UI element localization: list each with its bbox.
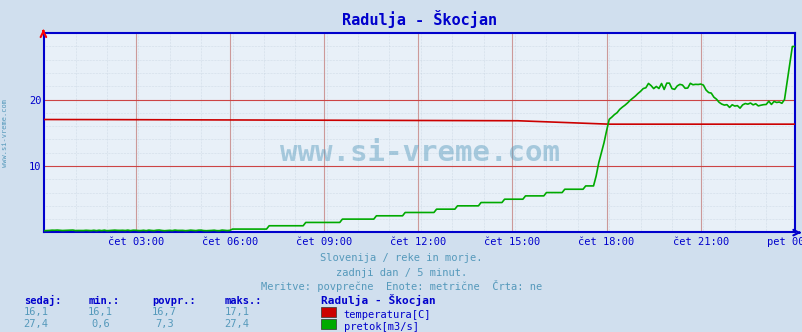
Text: www.si-vreme.com: www.si-vreme.com	[279, 139, 559, 167]
Text: Slovenija / reke in morje.: Slovenija / reke in morje.	[320, 253, 482, 263]
Text: 27,4: 27,4	[224, 319, 249, 329]
Text: 16,1: 16,1	[23, 307, 49, 317]
Text: min.:: min.:	[88, 296, 119, 306]
Text: 0,6: 0,6	[91, 319, 110, 329]
Text: pretok[m3/s]: pretok[m3/s]	[343, 322, 418, 332]
Text: maks.:: maks.:	[225, 296, 262, 306]
Text: temperatura[C]: temperatura[C]	[343, 310, 431, 320]
Text: sedaj:: sedaj:	[24, 295, 62, 306]
Text: 17,1: 17,1	[224, 307, 249, 317]
Title: Radulja - Škocjan: Radulja - Škocjan	[342, 10, 496, 28]
Text: 7,3: 7,3	[155, 319, 174, 329]
Text: Radulja - Škocjan: Radulja - Škocjan	[321, 294, 435, 306]
Text: zadnji dan / 5 minut.: zadnji dan / 5 minut.	[335, 268, 467, 278]
Text: www.si-vreme.com: www.si-vreme.com	[2, 99, 8, 167]
Text: 16,1: 16,1	[87, 307, 113, 317]
Text: Meritve: povprečne  Enote: metrične  Črta: ne: Meritve: povprečne Enote: metrične Črta:…	[261, 281, 541, 292]
Text: 27,4: 27,4	[23, 319, 49, 329]
Text: povpr.:: povpr.:	[152, 296, 196, 306]
Text: 16,7: 16,7	[152, 307, 177, 317]
